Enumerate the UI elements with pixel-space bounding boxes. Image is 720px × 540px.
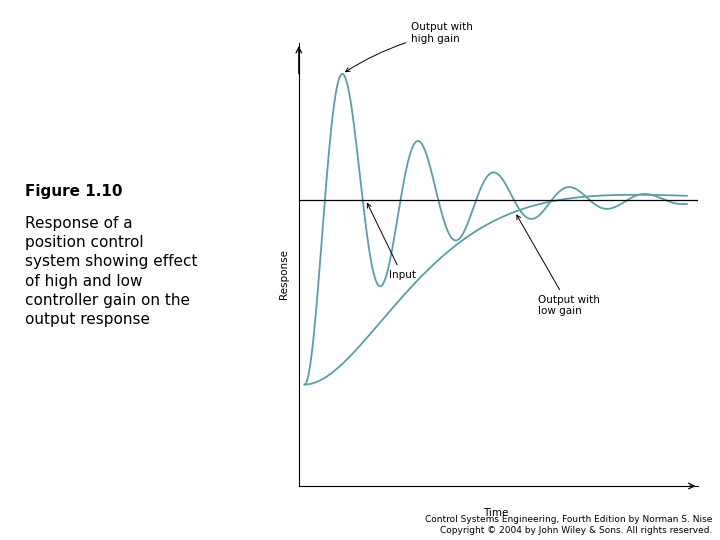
Text: Output with
high gain: Output with high gain <box>346 23 473 72</box>
Text: Response: Response <box>279 249 289 299</box>
Text: Figure 1.10: Figure 1.10 <box>25 184 122 199</box>
Text: Output with
low gain: Output with low gain <box>517 215 600 316</box>
Text: Time: Time <box>483 508 508 518</box>
Text: Response of a
position control
system showing effect
of high and low
controller : Response of a position control system sh… <box>25 216 198 327</box>
Text: Input: Input <box>367 204 415 280</box>
Text: Control Systems Engineering, Fourth Edition by Norman S. Nise
Copyright © 2004 b: Control Systems Engineering, Fourth Edit… <box>426 515 713 535</box>
